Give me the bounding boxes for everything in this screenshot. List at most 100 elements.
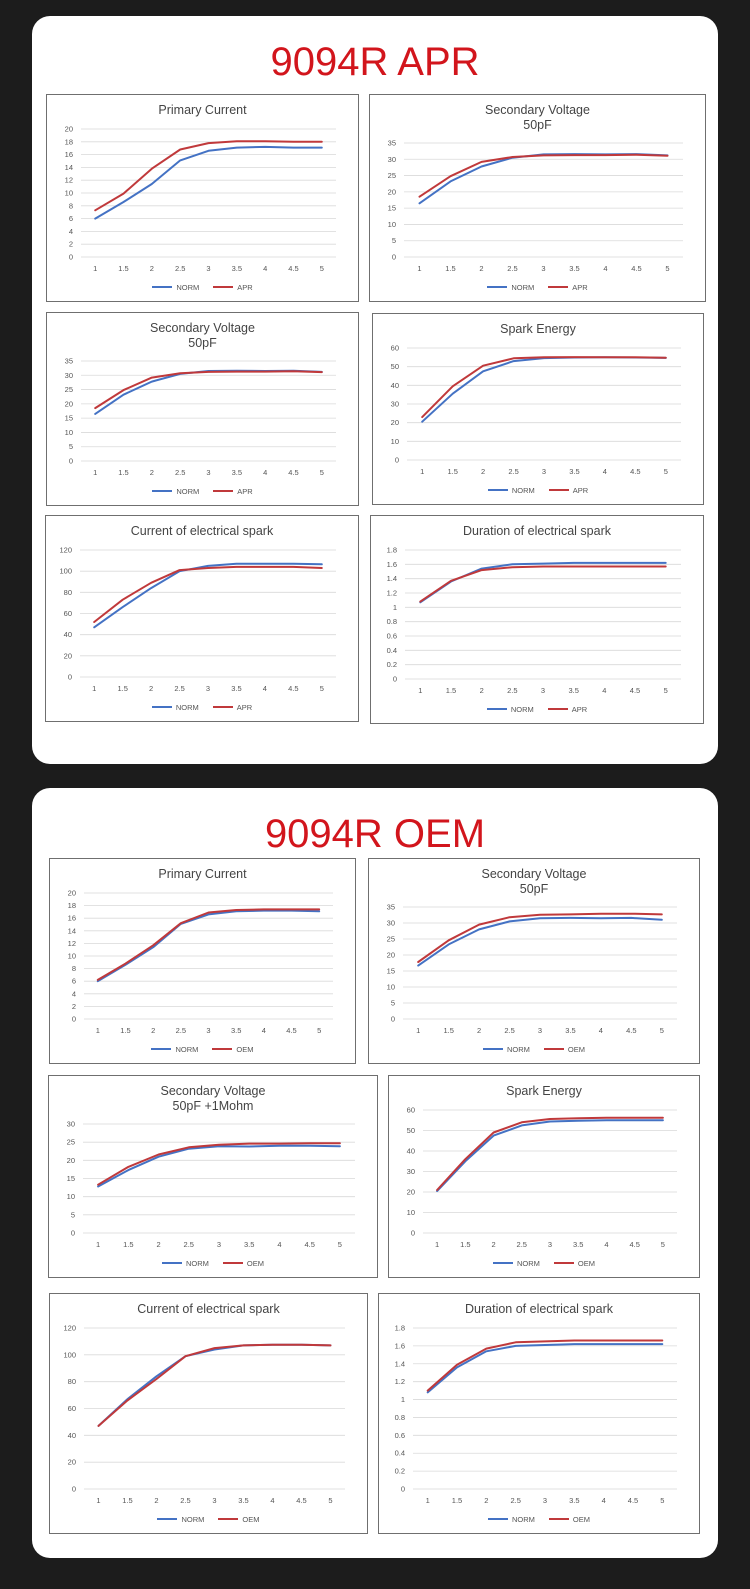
x-tick-label: 2.5	[504, 1026, 514, 1035]
x-tick-label: 3	[542, 467, 546, 476]
legend-label: OEM	[236, 1044, 254, 1054]
x-tick-label: 1	[92, 684, 96, 693]
x-tick-label: 1.5	[120, 1026, 130, 1035]
legend-item: OEM	[543, 1045, 585, 1054]
series-line-apr	[94, 370, 323, 410]
x-tick-label: 4.5	[630, 686, 640, 695]
chart-panel: Current of electrical spark 0 20 40 60 80 100 1…	[45, 515, 359, 722]
series-line-norm	[97, 1144, 341, 1188]
x-tick-label: 1	[96, 1496, 100, 1505]
y-tick-label: 20	[68, 889, 76, 898]
y-tick-label: 60	[407, 1106, 415, 1115]
y-tick-label: 0	[411, 1229, 415, 1238]
chart-title: Secondary Voltage	[485, 103, 590, 117]
legend-item: APR	[213, 283, 253, 292]
y-tick-label: 10	[65, 189, 73, 198]
x-tick-label: 3	[541, 264, 545, 273]
x-tick-label: 3.5	[573, 1240, 583, 1249]
legend-swatch	[487, 1518, 508, 1520]
legend-swatch	[487, 286, 508, 288]
x-tick-label: 3	[206, 468, 210, 477]
chart-svg: 0 20 40 60 80 100 120 1 1.5 2 2.5 3 3.5 4 4.5 5	[63, 1324, 345, 1505]
y-tick-label: 1.6	[395, 1341, 405, 1350]
x-tick-label: 1.5	[445, 264, 455, 273]
y-tick-label: 18	[65, 137, 73, 146]
y-tick-label: 1	[393, 603, 397, 612]
y-tick-label: 25	[387, 935, 395, 944]
x-tick-label: 5	[660, 1026, 664, 1035]
x-tick-label: 5	[665, 264, 669, 273]
y-tick-label: 10	[388, 220, 396, 229]
x-tick-label: 2	[484, 1496, 488, 1505]
legend-swatch	[482, 1048, 503, 1050]
legend-label: APR	[237, 486, 253, 496]
legend-item: NORM	[151, 703, 199, 712]
y-tick-label: 40	[64, 630, 72, 639]
legend-swatch	[212, 1048, 233, 1050]
legend-item: OEM	[548, 1515, 590, 1524]
x-tick-label: 4.5	[629, 1240, 639, 1249]
x-tick-label: 5	[660, 1496, 664, 1505]
y-tick-label: 1.4	[387, 574, 397, 583]
chart-panel: Secondary Voltage 50pF 0 5 10 15 20 25 30 35 1 1.5 2…	[46, 312, 359, 506]
x-tick-label: 4.5	[626, 1026, 636, 1035]
x-tick-label: 1.5	[443, 1026, 453, 1035]
x-tick-label: 4	[602, 686, 606, 695]
y-tick-label: 4	[69, 227, 73, 236]
legend-swatch	[213, 286, 234, 288]
x-tick-label: 3	[541, 686, 545, 695]
legend-swatch	[222, 1262, 243, 1264]
legend-swatch	[547, 708, 568, 710]
y-tick-label: 10	[407, 1208, 415, 1217]
y-tick-label: 18	[68, 901, 76, 910]
x-tick-label: 1.5	[117, 684, 127, 693]
legend-swatch	[548, 1518, 569, 1520]
x-tick-label: 2.5	[184, 1240, 194, 1249]
chart-subtitle: 50pF	[188, 336, 217, 350]
y-tick-label: 0.6	[387, 632, 397, 641]
series-line-apr	[419, 565, 667, 603]
chart-title: Duration of electrical spark	[465, 1302, 613, 1316]
y-tick-label: 40	[407, 1147, 415, 1156]
x-tick-label: 4.5	[288, 684, 298, 693]
y-tick-label: 20	[65, 125, 73, 134]
legend-item: NORM	[152, 487, 199, 496]
x-tick-label: 5	[328, 1496, 332, 1505]
x-tick-label: 2.5	[180, 1496, 190, 1505]
y-tick-label: 40	[391, 381, 399, 390]
y-tick-label: 50	[407, 1126, 415, 1135]
x-tick-label: 3	[206, 264, 210, 273]
series-line-oem	[97, 1142, 341, 1186]
y-tick-label: 30	[388, 155, 396, 164]
legend-swatch	[548, 489, 569, 491]
chart-svg: 0 2 4 6 8 10 12 14 16 18 20 1 1.5 2 2.5 3 3.5 4 4.5 5	[68, 889, 333, 1035]
x-tick-label: 4.5	[628, 1496, 638, 1505]
y-tick-label: 12	[65, 176, 73, 185]
y-tick-label: 15	[387, 967, 395, 976]
y-tick-label: 0.8	[387, 617, 397, 626]
x-tick-label: 1	[417, 264, 421, 273]
x-tick-label: 2	[154, 1496, 158, 1505]
x-tick-label: 2.5	[507, 686, 517, 695]
y-tick-label: 1	[401, 1395, 405, 1404]
x-tick-label: 2.5	[517, 1240, 527, 1249]
legend-label: APR	[572, 485, 589, 495]
legend-label: OEM	[246, 1258, 264, 1268]
y-tick-label: 4	[72, 989, 76, 998]
series-line-norm	[419, 561, 667, 604]
x-tick-label: 3.5	[568, 686, 578, 695]
y-tick-label: 30	[67, 1120, 75, 1129]
x-tick-label: 1	[418, 686, 422, 695]
chart-title: Primary Current	[158, 103, 247, 117]
y-tick-label: 1.2	[395, 1377, 405, 1386]
x-tick-label: 3	[212, 1496, 216, 1505]
y-tick-label: 8	[69, 201, 73, 210]
y-tick-label: 0.4	[395, 1449, 405, 1458]
x-tick-label: 5	[320, 264, 324, 273]
legend-swatch	[487, 489, 508, 491]
series-line-oem	[417, 912, 663, 963]
chart-legend: NORM APR	[47, 485, 358, 497]
x-tick-label: 4.5	[288, 264, 298, 273]
legend-item: NORM	[492, 1259, 540, 1268]
chart-subtitle: 50pF	[519, 882, 549, 896]
